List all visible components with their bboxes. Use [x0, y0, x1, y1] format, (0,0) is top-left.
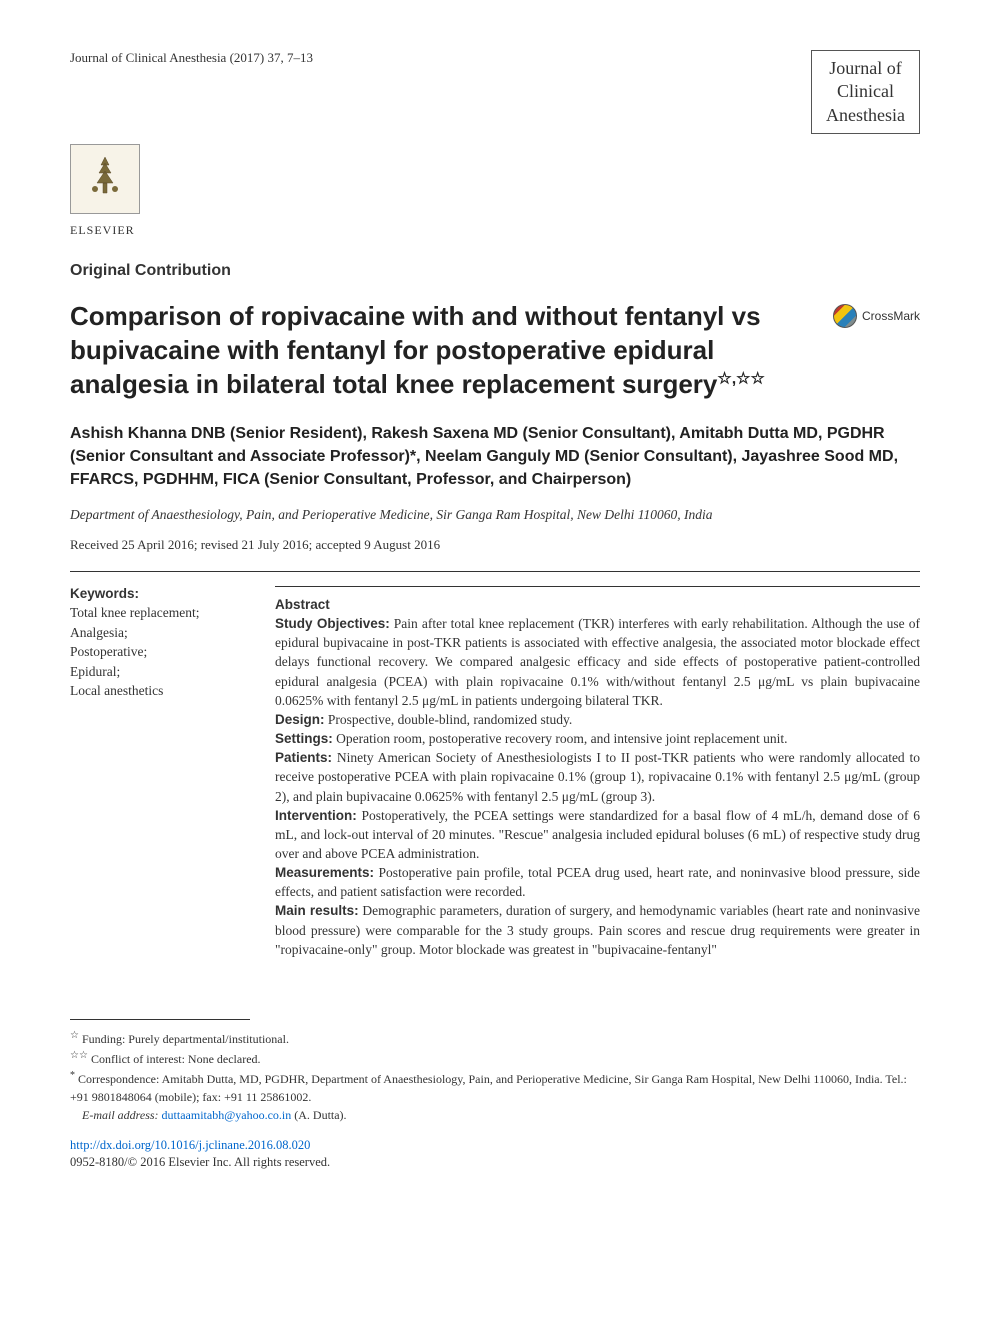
authors: Ashish Khanna DNB (Senior Resident), Rak… [70, 422, 920, 492]
footnote-correspondence: * Correspondence: Amitabh Dutta, MD, PGD… [70, 1068, 920, 1106]
article-type: Original Contribution [70, 262, 920, 280]
affiliation: Department of Anaesthesiology, Pain, and… [70, 507, 920, 523]
title-footnote-marks: ☆,☆☆ [717, 370, 764, 387]
keywords-heading: Keywords: [70, 586, 245, 601]
footnotes-divider [70, 1019, 250, 1020]
journal-reference: Journal of Clinical Anesthesia (2017) 37… [70, 50, 313, 66]
abstract-heading: Abstract [275, 597, 920, 612]
email-author: (A. Dutta). [291, 1108, 346, 1122]
title-row: Comparison of ropivacaine with and witho… [70, 300, 920, 401]
footnote-email: E-mail address: duttaamitabh@yahoo.co.in… [70, 1106, 920, 1124]
funding-text: Funding: Purely departmental/institution… [79, 1032, 289, 1046]
settings-label: Settings: [275, 731, 333, 746]
results-text: Demographic parameters, duration of surg… [275, 903, 920, 956]
design-label: Design: [275, 712, 325, 727]
design-text: Prospective, double-blind, randomized st… [325, 712, 573, 727]
article-dates: Received 25 April 2016; revised 21 July … [70, 537, 920, 553]
funding-mark: ☆ [70, 1030, 79, 1041]
crossmark-icon [833, 304, 857, 328]
correspondence-text: Correspondence: Amitabh Dutta, MD, PGDHR… [70, 1072, 907, 1104]
publisher-name: ELSEVIER [70, 223, 920, 238]
crossmark-label: CrossMark [862, 309, 920, 323]
email-label: E-mail address: [82, 1108, 162, 1122]
publisher-block: ELSEVIER [70, 144, 920, 238]
intervention-text: Postoperatively, the PCEA settings were … [275, 808, 920, 861]
abstract-body: Study Objectives: Pain after total knee … [275, 614, 920, 959]
email-link[interactable]: duttaamitabh@yahoo.co.in [162, 1108, 292, 1122]
doi-link[interactable]: http://dx.doi.org/10.1016/j.jclinane.201… [70, 1138, 920, 1153]
intervention-label: Intervention: [275, 808, 357, 823]
title-text: Comparison of ropivacaine with and witho… [70, 301, 761, 399]
article-title: Comparison of ropivacaine with and witho… [70, 300, 770, 401]
patients-label: Patients: [275, 750, 332, 765]
patients-text: Ninety American Society of Anesthesiolog… [275, 750, 920, 803]
footnote-funding: ☆ Funding: Purely departmental/instituti… [70, 1028, 920, 1048]
header-row: Journal of Clinical Anesthesia (2017) 37… [70, 50, 920, 134]
content-columns: Keywords: Total knee replacement; Analge… [70, 586, 920, 959]
keywords-column: Keywords: Total knee replacement; Analge… [70, 586, 245, 959]
results-label: Main results: [275, 903, 359, 918]
measurements-label: Measurements: [275, 865, 374, 880]
keywords-list: Total knee replacement; Analgesia; Posto… [70, 603, 245, 701]
journal-logo-line1: Journal of [826, 57, 905, 80]
journal-logo-line3: Anesthesia [826, 104, 905, 127]
objectives-label: Study Objectives: [275, 616, 390, 631]
crossmark-badge[interactable]: CrossMark [833, 304, 920, 328]
journal-logo-line2: Clinical [826, 80, 905, 103]
conflict-mark: ☆☆ [70, 1050, 88, 1061]
divider [70, 571, 920, 572]
journal-logo: Journal of Clinical Anesthesia [811, 50, 920, 134]
settings-text: Operation room, postoperative recovery r… [333, 731, 788, 746]
elsevier-logo-icon [70, 144, 140, 214]
abstract-column: Abstract Study Objectives: Pain after to… [275, 586, 920, 959]
footnotes: ☆ Funding: Purely departmental/instituti… [70, 1028, 920, 1124]
conflict-text: Conflict of interest: None declared. [88, 1052, 261, 1066]
footnote-conflict: ☆☆ Conflict of interest: None declared. [70, 1048, 920, 1068]
copyright: 0952-8180/© 2016 Elsevier Inc. All right… [70, 1155, 920, 1170]
